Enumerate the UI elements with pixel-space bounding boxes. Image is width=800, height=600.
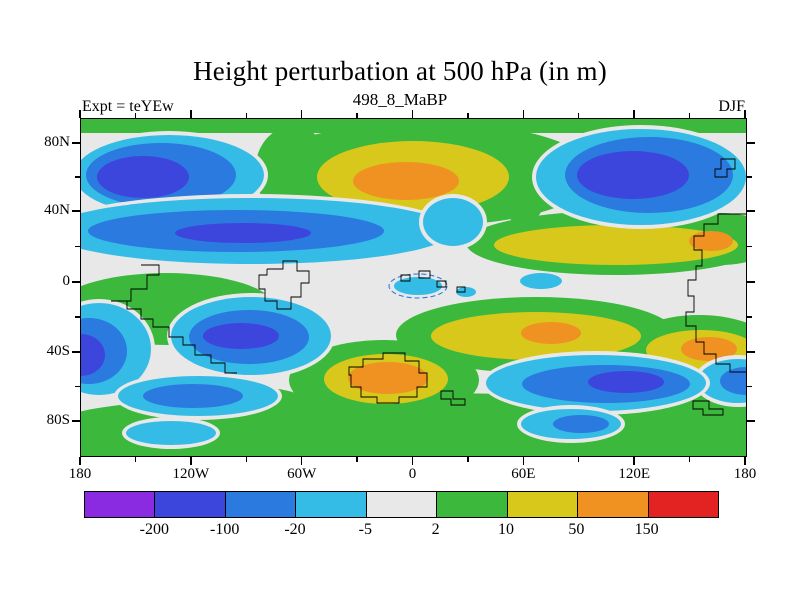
colorbar-cell	[506, 492, 578, 517]
axis-tick	[746, 385, 752, 387]
axis-tick	[300, 456, 303, 465]
lat-tick-label: 80S	[46, 411, 70, 428]
colorbar-cell	[154, 492, 225, 517]
axis-tick	[72, 420, 80, 422]
colorbar	[84, 491, 719, 518]
lat-tick-label: 0	[62, 273, 71, 290]
lon-tick-label: 120E	[618, 466, 650, 482]
axis-tick	[746, 176, 752, 178]
colorbar-tick-label: -20	[284, 521, 306, 538]
chart-title: Height perturbation at 500 hPa (in m)	[193, 56, 607, 86]
axis-tick	[356, 456, 358, 462]
axis-tick	[744, 456, 746, 465]
axis-tick	[245, 113, 247, 118]
axis-tick	[411, 456, 414, 465]
lon-tick-label: 180	[68, 466, 92, 482]
axis-tick	[746, 281, 755, 283]
lon-tick-label: 180	[733, 466, 757, 482]
axis-tick	[746, 210, 755, 212]
season-label: DJF	[718, 98, 745, 115]
axis-tick	[245, 456, 247, 462]
contour-bands	[81, 119, 746, 456]
axis-tick	[75, 245, 80, 248]
axis-tick	[688, 113, 691, 118]
colorbar-tick-label: 150	[634, 521, 659, 538]
lat-tick-label: 40S	[46, 342, 70, 359]
chart-subtitle: 498_8_MaBP	[352, 90, 448, 109]
axis-tick	[72, 142, 80, 144]
axis-tick	[746, 245, 752, 248]
axis-tick	[79, 456, 81, 465]
colorbar-cell	[85, 492, 155, 517]
axis-tick	[578, 113, 580, 118]
lon-tick-label: 0	[408, 466, 417, 482]
colorbar-tick-label: 50	[568, 521, 585, 538]
axis-tick	[190, 110, 192, 118]
colorbar-cell	[647, 492, 718, 517]
axis-tick	[300, 110, 303, 118]
axis-tick	[72, 210, 80, 212]
lon-tick-label: 120W	[172, 466, 210, 482]
axis-tick	[356, 113, 358, 118]
lat-tick-label: 40N	[44, 202, 70, 218]
colorbar-labels: -200 -100 -20 -5 2 10 50 150	[84, 521, 720, 541]
axis-tick	[633, 110, 635, 118]
axis-tick	[75, 385, 80, 387]
axis-tick	[134, 456, 136, 462]
axis-tick	[75, 316, 80, 318]
axis-tick	[633, 456, 635, 465]
contour-map-svg	[81, 119, 746, 456]
axis-tick	[190, 456, 192, 465]
colorbar-cell	[577, 492, 648, 517]
axis-tick	[72, 351, 80, 353]
colorbar-tick-label: -200	[139, 521, 169, 538]
axis-tick	[75, 176, 80, 178]
axis-tick	[746, 420, 755, 422]
dashed-contour	[388, 273, 448, 299]
axis-tick	[522, 456, 525, 465]
axis-tick	[411, 110, 414, 118]
axis-tick	[79, 110, 81, 118]
colorbar-cell	[224, 492, 296, 517]
map-plot-frame	[80, 118, 747, 457]
axis-tick	[578, 456, 580, 462]
axis-tick	[688, 456, 691, 462]
lon-tick-label: 60E	[511, 466, 536, 482]
axis-tick	[522, 110, 525, 118]
axis-tick	[746, 351, 755, 353]
experiment-label: Expt = teYEw	[82, 98, 174, 115]
colorbar-tick-label: -5	[358, 521, 372, 538]
axis-tick	[744, 110, 746, 118]
colorbar-cell	[436, 492, 507, 517]
axis-tick	[134, 113, 136, 118]
coastline-paths	[111, 158, 746, 416]
axis-tick	[746, 142, 755, 144]
lat-tick-label: 80N	[44, 133, 70, 150]
colorbar-cell	[295, 492, 366, 517]
colorbar-cell	[365, 492, 437, 517]
colorbar-tick-label: 2	[431, 521, 440, 538]
colorbar-tick-label: 10	[498, 521, 514, 538]
axis-tick	[72, 281, 80, 283]
colorbar-tick-label: -100	[209, 521, 240, 538]
axis-tick	[467, 113, 469, 118]
axis-tick	[467, 456, 469, 462]
axis-tick	[746, 316, 752, 318]
lon-tick-label: 60W	[287, 466, 317, 482]
